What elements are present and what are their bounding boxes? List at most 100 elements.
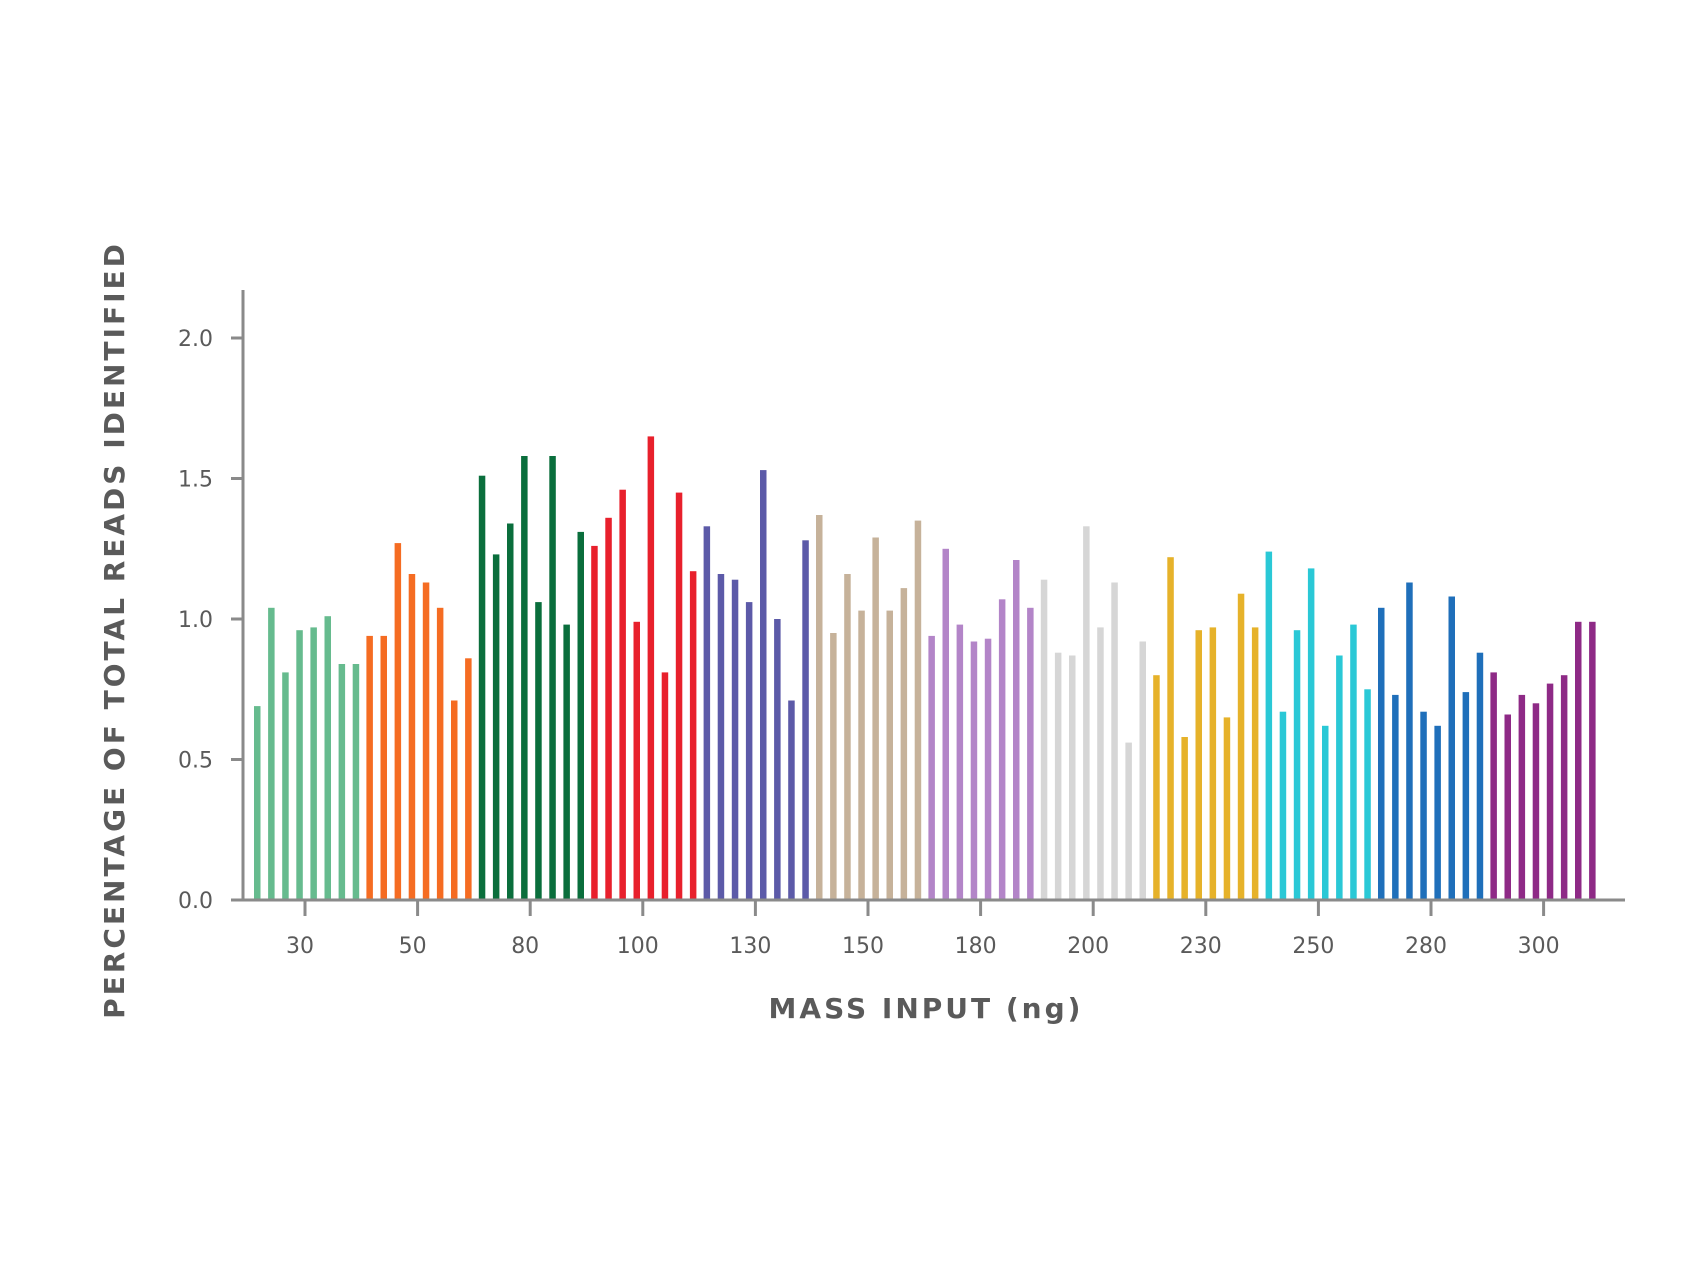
- bar: [886, 610, 893, 900]
- bar: [1153, 675, 1160, 900]
- bar: [352, 664, 360, 900]
- bar: [1293, 630, 1301, 900]
- bar: [858, 610, 865, 900]
- x-tick-label: 200: [1067, 934, 1109, 959]
- bar: [760, 470, 767, 900]
- bar: [1490, 672, 1497, 900]
- x-tick-label: 100: [617, 934, 659, 959]
- bar: [942, 548, 949, 901]
- y-tick-label: 2.0: [178, 327, 213, 352]
- bar: [1083, 526, 1090, 900]
- bar: [1279, 711, 1287, 900]
- y-axis-ticks: 0.0 0.5 1.0 1.5 2.0: [178, 327, 243, 914]
- bar: [605, 517, 612, 900]
- bar: [1125, 742, 1132, 900]
- bar: [1336, 655, 1343, 900]
- bar: [970, 641, 978, 900]
- bar: [492, 554, 500, 900]
- bar: [998, 599, 1006, 900]
- y-tick-label: 1.0: [178, 608, 213, 633]
- bar: [872, 537, 879, 900]
- bar: [1434, 725, 1441, 900]
- bar: [1518, 694, 1526, 900]
- x-axis-title: MASS INPUT (ng): [769, 992, 1084, 1025]
- bar: [1392, 694, 1399, 900]
- bar: [1013, 560, 1020, 900]
- bar: [1027, 607, 1034, 900]
- bar: [394, 543, 402, 900]
- bar: [310, 627, 317, 900]
- bar: [717, 574, 725, 900]
- bar: [816, 515, 823, 900]
- bars-group: [254, 436, 1596, 901]
- bar: [830, 633, 837, 900]
- bar: [788, 700, 795, 900]
- x-tick-label: 150: [842, 934, 884, 959]
- bar: [535, 602, 542, 900]
- bar: [1532, 703, 1540, 900]
- bar: [1054, 652, 1062, 900]
- bar: [675, 492, 683, 900]
- bar: [689, 571, 697, 900]
- bar: [1181, 737, 1188, 900]
- bar: [1575, 621, 1582, 900]
- bar: [1237, 593, 1245, 900]
- bar: [1420, 711, 1427, 900]
- bar: [1251, 627, 1259, 900]
- bar: [254, 706, 261, 900]
- bar: [1097, 627, 1104, 900]
- x-tick-label: 180: [955, 934, 997, 959]
- bar: [1378, 607, 1385, 900]
- bar: [478, 475, 486, 900]
- bar: [577, 531, 584, 900]
- bar: [1307, 568, 1315, 900]
- x-tick-label: 130: [729, 934, 771, 959]
- y-axis-title: PERCENTAGE OF TOTAL READS IDENTIFIED: [98, 241, 131, 1019]
- bar: [731, 579, 739, 900]
- bar: [1462, 692, 1470, 900]
- bar: [1448, 596, 1455, 900]
- bar: [928, 635, 935, 900]
- bar: [268, 607, 275, 900]
- bar: [1195, 630, 1202, 900]
- bar: [844, 574, 851, 900]
- bar: [1139, 641, 1146, 900]
- x-tick-label: 250: [1292, 934, 1334, 959]
- bar: [591, 545, 598, 900]
- bar: [619, 489, 626, 900]
- x-axis-ticks: 30 50 80 100 130 150 180 200 230 250 280 300: [286, 900, 1560, 959]
- bar: [1364, 689, 1371, 901]
- bar: [1069, 655, 1076, 900]
- x-tick-label: 50: [399, 934, 427, 959]
- bar: [1223, 717, 1231, 900]
- bar: [984, 638, 992, 900]
- bar: [914, 520, 922, 900]
- bar: [900, 588, 908, 900]
- bar: [1111, 582, 1118, 900]
- bar: [1504, 714, 1511, 900]
- bar: [408, 574, 416, 900]
- bar: [366, 635, 373, 900]
- bar: [1406, 582, 1413, 900]
- bar: [563, 624, 570, 900]
- x-tick-label: 300: [1518, 934, 1560, 959]
- bar: [1560, 675, 1568, 900]
- bar: [802, 540, 809, 900]
- y-tick-label: 0.0: [178, 889, 213, 914]
- bar: [549, 456, 556, 900]
- bar: [703, 526, 711, 900]
- bar: [451, 700, 458, 900]
- bar: [521, 456, 528, 900]
- bar: [745, 602, 753, 900]
- bar: [633, 621, 640, 900]
- bar: [1040, 579, 1048, 900]
- bar: [296, 630, 303, 900]
- bar: [774, 619, 781, 900]
- bar: [1546, 683, 1554, 900]
- bar: [282, 672, 289, 900]
- bar: [956, 624, 964, 900]
- bar: [338, 664, 346, 900]
- bar: [436, 607, 444, 900]
- bar: [1209, 627, 1217, 900]
